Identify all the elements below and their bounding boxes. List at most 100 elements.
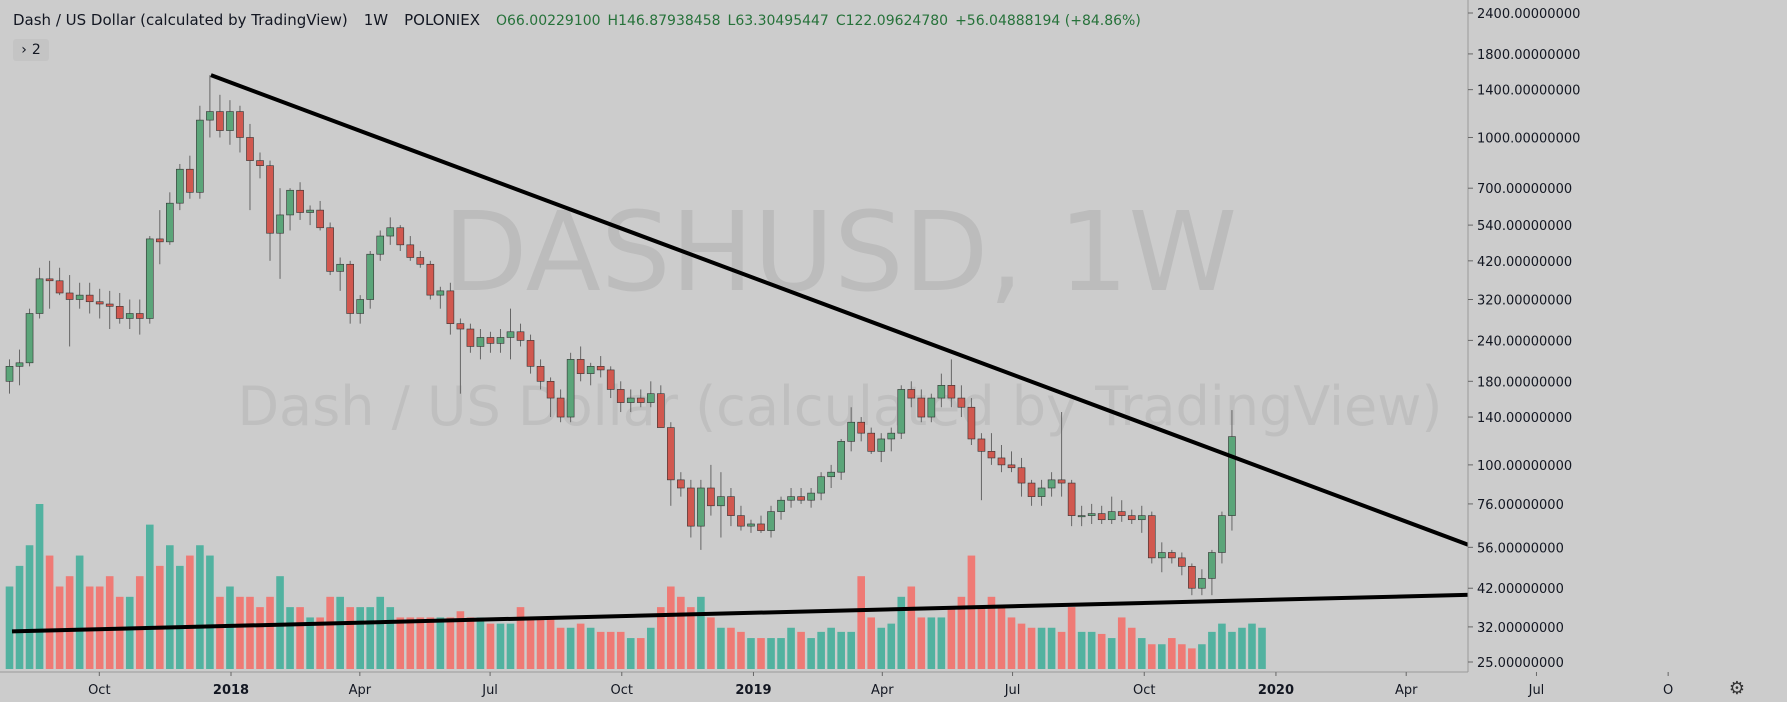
candle (1077, 515, 1086, 518)
candle (1228, 436, 1236, 516)
x-tick-label: 2018 (213, 683, 249, 698)
candle (296, 189, 304, 213)
candle (877, 438, 886, 452)
candle (907, 389, 916, 399)
candle (526, 340, 535, 367)
volume-bar (1077, 631, 1086, 669)
volume-bar (1027, 627, 1036, 669)
volume-bar (586, 627, 595, 669)
volume-bar (657, 607, 665, 669)
candle (1027, 482, 1036, 497)
x-tick-label: Apr (349, 683, 372, 698)
candle (316, 209, 324, 229)
ohlc-values: O66.00229100 H146.87938458 L63.30495447 … (496, 13, 1141, 29)
volume-bar (807, 638, 815, 669)
candle (1117, 511, 1126, 516)
volume-bar (1188, 648, 1196, 669)
volume-bar (947, 607, 956, 669)
candle (536, 366, 545, 382)
volume-bar (1017, 623, 1026, 669)
candle (576, 359, 585, 374)
volume-bar (576, 623, 585, 669)
volume-bar (677, 596, 685, 669)
volume-bar (456, 611, 465, 669)
volume-bar (506, 623, 515, 669)
candle (196, 119, 204, 193)
y-tick-label: 2400.00000000 (1477, 7, 1580, 22)
y-tick-label: 1400.00000000 (1477, 84, 1580, 99)
candle (1147, 515, 1156, 559)
candle (356, 299, 365, 314)
volume-bar (356, 607, 364, 669)
volume-bar (636, 638, 645, 669)
chevron-right-icon: › (21, 42, 27, 58)
volume-bar (1057, 631, 1066, 669)
candle (366, 253, 375, 300)
candle (216, 111, 224, 131)
volume-bar (426, 617, 435, 669)
x-tick-label: Oct (611, 683, 633, 698)
volume-bar (1097, 633, 1106, 669)
volume-bar (75, 555, 84, 669)
candle (506, 331, 515, 338)
candle (626, 397, 635, 403)
volume-bar (326, 596, 334, 669)
volume-bar (196, 545, 204, 669)
candle (887, 432, 896, 440)
volume-bar (406, 617, 415, 669)
volume-bar (166, 545, 174, 669)
y-tick-label: 100.00000000 (1477, 459, 1572, 474)
candle (747, 523, 755, 527)
candle (1127, 515, 1136, 521)
interval-label[interactable]: 1W (363, 11, 389, 29)
symbol-title[interactable]: Dash / US Dollar (calculated by TradingV… (13, 11, 348, 29)
candle (807, 492, 815, 501)
candle (336, 263, 344, 272)
volume-bar (186, 555, 194, 669)
candle (65, 292, 74, 300)
volume-bar (717, 627, 725, 669)
volume-bar (246, 596, 254, 669)
candle (1218, 515, 1226, 553)
x-tick-label: O (1663, 683, 1673, 698)
x-tick-label: 2019 (735, 683, 771, 698)
volume-bar (1168, 638, 1176, 669)
x-tick-label: Apr (871, 683, 894, 698)
gear-icon[interactable]: ⚙ (1728, 678, 1746, 699)
volume-bar (276, 576, 284, 669)
candle (326, 227, 334, 272)
indicators-toggle-button[interactable]: › 2 (13, 39, 49, 61)
volume-bar (1147, 644, 1156, 669)
candle (416, 257, 425, 265)
volume-bar (115, 596, 124, 669)
candle (446, 290, 455, 324)
candle (677, 479, 685, 489)
volume-bar (707, 617, 715, 669)
volume-bar (436, 617, 445, 669)
candle (35, 278, 44, 314)
candle (246, 137, 254, 161)
price-axis (1468, 0, 1787, 702)
volume-bar (1158, 644, 1166, 669)
y-tick-label: 32.00000000 (1477, 621, 1564, 636)
volume-bar (1067, 607, 1076, 669)
candle (777, 499, 785, 512)
trendline-descending (210, 73, 1595, 594)
volume-bar (1037, 627, 1046, 669)
candle (85, 294, 94, 303)
candle (867, 432, 876, 452)
candle (1017, 467, 1026, 484)
candle (957, 397, 966, 408)
candle (15, 362, 24, 367)
candle (266, 165, 274, 234)
candle (286, 189, 294, 216)
volume-bar (236, 596, 244, 669)
candle (426, 263, 435, 296)
volume-bar (987, 596, 996, 669)
volume-bar (737, 631, 745, 669)
candle (226, 111, 234, 131)
volume-bar (386, 607, 395, 669)
indicators-count: 2 (31, 42, 41, 58)
candle (1057, 479, 1066, 484)
